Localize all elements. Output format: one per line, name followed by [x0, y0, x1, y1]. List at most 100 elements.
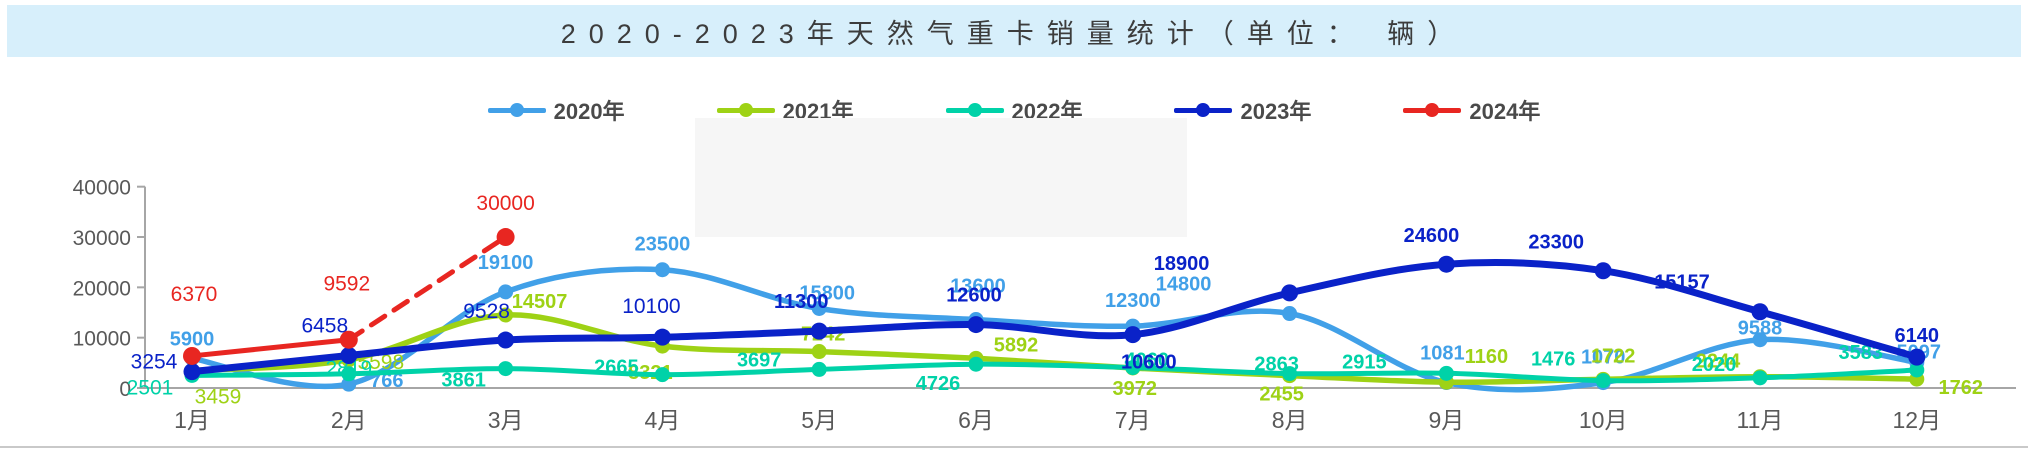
- series-2023年: 3254 6458 9528 10100 11300 12600 10600 18900 246…: [131, 225, 1940, 381]
- data-point-marker: [1282, 306, 1298, 322]
- data-point-marker: [498, 307, 514, 323]
- data-point-label: 6140: [1895, 325, 1940, 347]
- y-axis-label: 10000: [73, 328, 131, 351]
- data-point-label: 3861: [441, 370, 486, 392]
- data-point-marker: [654, 262, 670, 278]
- chart-title-banner: 2020-2023年天然气重卡销量统计（单位： 辆）: [7, 5, 2021, 57]
- y-axis-label: 40000: [73, 177, 131, 200]
- data-point-label: 2455: [1259, 384, 1304, 406]
- data-point-label: 2863: [1254, 354, 1299, 376]
- data-point-label: 12300: [1105, 290, 1161, 312]
- data-point-label: 6370: [171, 283, 218, 306]
- legend-item-2023年: 2023年: [1174, 94, 1311, 126]
- data-point-marker: [498, 284, 514, 300]
- data-point-label: 3254: [131, 351, 178, 374]
- data-point-label: 13600: [950, 276, 1006, 298]
- x-axis-label: 11月: [1737, 407, 1784, 433]
- data-point-marker: [967, 316, 985, 334]
- data-point-label: 9592: [323, 273, 370, 296]
- series-line: [189, 361, 1920, 384]
- data-point-marker: [183, 346, 201, 365]
- data-point-label: 14800: [1156, 274, 1212, 296]
- data-point-label: 766: [370, 370, 403, 392]
- data-point-label: 1081: [1420, 343, 1465, 365]
- data-point-marker: [1594, 262, 1612, 280]
- data-point-label: 30000: [476, 192, 534, 215]
- chart-title: 2020-2023年天然气重卡销量统计（单位： 辆）: [560, 18, 1468, 49]
- x-axis-label: 12月: [1893, 407, 1942, 433]
- data-point-marker: [341, 376, 357, 392]
- data-point-label: 1762: [1939, 377, 1984, 399]
- y-axis-label: 0: [119, 378, 131, 401]
- legend-item-2024年: 2024年: [1403, 94, 1540, 126]
- y-axis-label: 20000: [73, 277, 131, 300]
- data-point-label: 11300: [774, 291, 829, 313]
- data-point-marker: [810, 322, 828, 340]
- series-line: [188, 258, 1921, 376]
- data-point-label: 10100: [622, 295, 680, 318]
- data-point-marker: [1438, 365, 1454, 381]
- data-point-marker: [497, 331, 515, 349]
- watermark-box: [695, 118, 1187, 237]
- x-axis-label: 1月: [174, 407, 210, 433]
- x-axis-label: 10月: [1579, 407, 1628, 433]
- data-point-marker: [653, 328, 671, 346]
- series-line-dashed: [346, 234, 509, 343]
- data-point-label: 1722: [1591, 345, 1636, 367]
- data-point-label: 19100: [478, 252, 534, 274]
- data-point-label: 6458: [301, 314, 348, 337]
- data-point-label: 14507: [512, 291, 568, 313]
- data-point-label: 24600: [1404, 225, 1460, 247]
- series-line-solid: [189, 337, 352, 359]
- x-axis-label: 4月: [645, 407, 681, 433]
- data-point-label: 2020: [1692, 354, 1737, 376]
- data-point-marker: [339, 330, 358, 349]
- legend-label: 2020年: [553, 99, 625, 124]
- data-point-label: 1476: [1531, 349, 1576, 371]
- legend-item-2020年: 2020年: [487, 94, 625, 126]
- data-point-marker: [1908, 348, 1926, 366]
- x-axis-label: 5月: [801, 407, 837, 433]
- data-point-marker: [1282, 366, 1298, 382]
- data-point-label: 4726: [916, 373, 961, 395]
- data-point-label: 23300: [1528, 232, 1584, 254]
- data-point-label: 2819: [325, 357, 372, 380]
- data-point-marker: [968, 356, 984, 372]
- data-point-label: 1070: [1581, 347, 1626, 369]
- data-point-marker: [183, 363, 201, 381]
- data-point-marker: [1909, 362, 1925, 378]
- data-point-marker: [811, 300, 827, 316]
- data-point-label: 15157: [1654, 272, 1710, 294]
- data-point-marker: [340, 346, 358, 364]
- bottom-divider: [0, 446, 2028, 448]
- x-axis-label: 3月: [488, 407, 524, 433]
- data-point-label: 23500: [635, 234, 691, 256]
- data-point-label: 12600: [946, 285, 1002, 307]
- data-point-label: 2244: [1696, 351, 1741, 373]
- x-axis-label: 9月: [1429, 407, 1465, 433]
- data-point-label: 2915: [1342, 351, 1387, 373]
- legend-marker-icon: [1403, 100, 1462, 120]
- data-point-marker: [811, 344, 827, 360]
- data-point-marker: [1752, 370, 1768, 386]
- y-axis-label: 30000: [73, 227, 131, 250]
- legend-marker-icon: [945, 100, 1004, 120]
- legend-marker-icon: [487, 100, 546, 120]
- legend-marker-icon: [716, 100, 775, 120]
- data-point-marker: [1124, 326, 1142, 344]
- data-point-marker: [1595, 373, 1611, 389]
- data-point-marker: [1281, 284, 1299, 302]
- legend-label: 2024年: [1469, 99, 1541, 124]
- x-axis-label: 8月: [1272, 407, 1308, 433]
- data-point-label: 1160: [1465, 346, 1508, 368]
- data-point-marker: [1752, 332, 1768, 348]
- data-point-label: 4060: [1125, 350, 1170, 372]
- data-point-marker: [811, 361, 827, 377]
- data-point-label: 18900: [1154, 253, 1210, 275]
- data-point-label: 2501: [127, 376, 174, 399]
- x-axis-label: 6月: [958, 407, 994, 433]
- x-axis-label: 7月: [1115, 407, 1151, 433]
- series-2022年: 2501 2819 3861 2665 3697 4726 4060 2863 2915 1476…: [127, 342, 1925, 399]
